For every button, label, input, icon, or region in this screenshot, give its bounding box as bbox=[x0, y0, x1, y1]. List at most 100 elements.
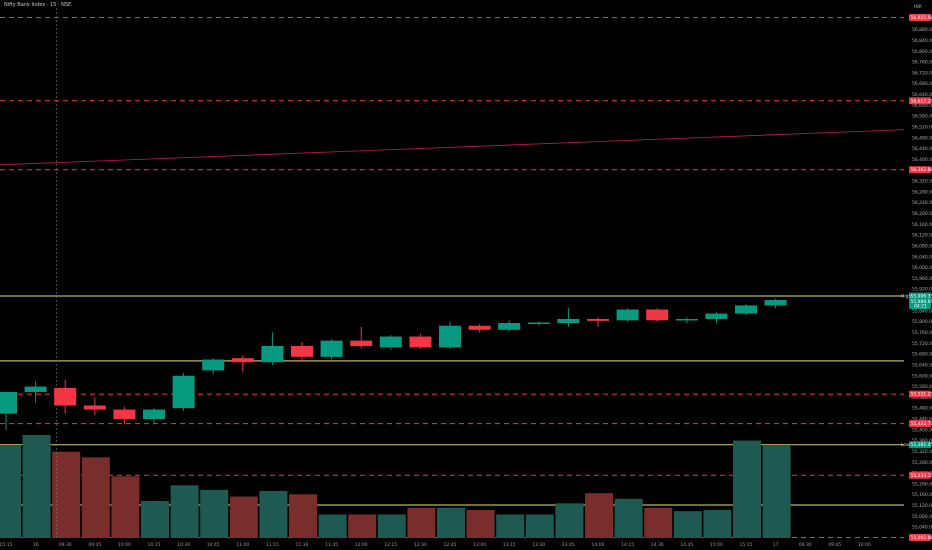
candle-body-12 bbox=[350, 340, 373, 347]
price-tick-label-10: 55,400.00 bbox=[912, 427, 932, 433]
candle-body-18 bbox=[527, 322, 550, 324]
level-tag-text-2: 56,362.80 bbox=[911, 167, 932, 173]
candle-9 bbox=[261, 332, 284, 365]
candle-body-9 bbox=[261, 346, 284, 363]
candle-body-15 bbox=[439, 325, 461, 348]
candle-8 bbox=[231, 355, 254, 372]
volume-bar-6 bbox=[170, 485, 199, 538]
time-tick-label-16: 13:00 bbox=[473, 542, 486, 548]
volume-bars bbox=[0, 434, 791, 538]
time-tick-label-11: 11:45 bbox=[325, 542, 338, 548]
candle-body-7 bbox=[202, 359, 225, 371]
volume-bar-4 bbox=[111, 476, 140, 538]
level-tag-text-8: 55,233.10 bbox=[911, 473, 932, 479]
time-tick-label-25: 15:15 bbox=[740, 542, 753, 548]
volume-bar-20 bbox=[585, 493, 613, 538]
candle-body-14 bbox=[409, 336, 432, 348]
candle-0 bbox=[0, 391, 17, 430]
price-tick-label-46: 56,840.00 bbox=[912, 38, 932, 44]
candle-body-16 bbox=[468, 325, 491, 330]
price-axis-bg bbox=[906, 0, 932, 550]
level-tag-text-7: 55,381.45 bbox=[911, 442, 932, 448]
candle-body-17 bbox=[498, 323, 521, 330]
price-tick-label-12: 55,480.00 bbox=[912, 406, 932, 412]
time-axis: 15:15 16 09:30 09:45 10:00 10:15 10:30 10:45 11:… bbox=[0, 542, 871, 548]
price-tick-label-16: 55,640.00 bbox=[912, 362, 932, 368]
time-tick-label-4: 10:00 bbox=[118, 542, 131, 548]
level-tag-5 bbox=[909, 390, 931, 398]
price-tick-label-24: 55,960.00 bbox=[912, 276, 932, 282]
level-tag-10 bbox=[909, 533, 931, 541]
level-tag-text-1: 56,617.20 bbox=[911, 98, 932, 104]
volume-bar-23 bbox=[673, 511, 702, 538]
time-tick-label-15: 12:45 bbox=[444, 542, 457, 548]
candle-2 bbox=[54, 379, 77, 414]
last-price-tag bbox=[909, 298, 931, 310]
candle-body-8 bbox=[231, 358, 254, 363]
price-tick-label-11: 55,440.00 bbox=[912, 417, 932, 423]
volume-bar-5 bbox=[141, 501, 169, 538]
candle-body-24 bbox=[705, 313, 728, 319]
volume-bar-17 bbox=[496, 514, 525, 538]
volume-bar-10 bbox=[289, 494, 317, 538]
price-tick-label-23: 55,920.00 bbox=[912, 287, 932, 293]
candle-20 bbox=[587, 317, 609, 328]
price-tick-label-9: 55,360.00 bbox=[912, 438, 932, 444]
price-tick-label-31: 56,240.00 bbox=[912, 200, 932, 206]
price-tick-label-20: 55,800.00 bbox=[912, 319, 932, 325]
price-tick-label-26: 56,040.00 bbox=[912, 254, 932, 260]
level-tag-text-5: 55,531.20 bbox=[911, 392, 932, 398]
candle-6 bbox=[172, 373, 195, 411]
price-tick-label-29: 56,160.00 bbox=[912, 222, 932, 228]
level-tag-2 bbox=[909, 166, 931, 174]
time-tick-label-21: 14:15 bbox=[621, 542, 634, 548]
candle-19 bbox=[557, 308, 580, 328]
time-tick-label-9: 11:15 bbox=[266, 542, 279, 548]
price-axis: 55,000.0055,040.0055,080.0055,120.0055,1… bbox=[906, 0, 932, 550]
candle-body-13 bbox=[379, 336, 402, 348]
volume-bar-24 bbox=[703, 510, 732, 538]
volume-bar-0 bbox=[0, 445, 21, 538]
price-tick-label-19: 55,760.00 bbox=[912, 330, 932, 336]
time-tick-label-29: 10:00 bbox=[858, 542, 871, 548]
price-tick-label-28: 56,120.00 bbox=[912, 233, 932, 239]
candle-18 bbox=[527, 321, 550, 326]
level-side-label-7: Low bbox=[901, 442, 910, 448]
level-tag-text-10: 55,002.80 bbox=[911, 535, 932, 541]
volume-bar-1 bbox=[22, 434, 51, 538]
price-tick-label-13: 55,520.00 bbox=[912, 395, 932, 401]
candle-13 bbox=[379, 335, 402, 351]
trend-line-layer bbox=[0, 129, 905, 166]
currency-label: INR bbox=[914, 4, 922, 10]
candle-body-1 bbox=[24, 386, 47, 392]
price-tick-label-45: 56,800.00 bbox=[912, 49, 932, 55]
volume-bar-26 bbox=[762, 445, 791, 538]
time-tick-label-12: 12:00 bbox=[355, 542, 368, 548]
time-tick-label-7: 10:45 bbox=[207, 542, 220, 548]
price-tick-label-37: 56,480.00 bbox=[912, 135, 932, 141]
level-tag-8 bbox=[909, 471, 931, 479]
time-tick-label-0: 15:15 bbox=[0, 542, 13, 548]
time-tick-label-5: 10:15 bbox=[148, 542, 161, 548]
volume-bar-2 bbox=[52, 451, 81, 538]
volume-bar-3 bbox=[81, 457, 110, 538]
volume-bar-21 bbox=[614, 498, 643, 538]
candle-3 bbox=[83, 397, 106, 415]
price-tick-label-8: 55,320.00 bbox=[912, 449, 932, 455]
price-tick-label-38: 56,520.00 bbox=[912, 124, 932, 130]
candle-body-26 bbox=[764, 300, 787, 306]
candle-body-25 bbox=[735, 305, 757, 314]
level-tag-text-0: 56,925.00 bbox=[911, 15, 932, 21]
time-tick-label-1: 16 bbox=[33, 542, 39, 548]
volume-bar-12 bbox=[348, 514, 377, 538]
price-tick-label-41: 56,640.00 bbox=[912, 92, 932, 98]
time-tick-label-23: 14:45 bbox=[680, 542, 693, 548]
volume-bar-14 bbox=[407, 507, 436, 538]
time-tick-label-13: 12:15 bbox=[384, 542, 397, 548]
candle-15 bbox=[439, 321, 461, 349]
candle-14 bbox=[409, 333, 432, 349]
time-tick-label-10: 11:30 bbox=[296, 542, 309, 548]
chart-title: Nifty Bank Index · 15 · NSE bbox=[4, 2, 72, 8]
candle-body-0 bbox=[0, 391, 17, 414]
